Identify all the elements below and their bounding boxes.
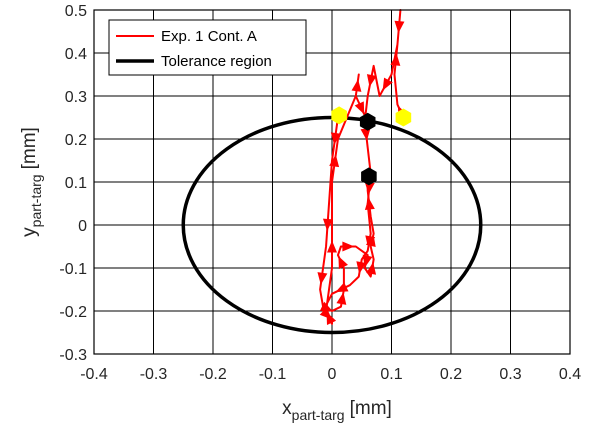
trajectory-arrow bbox=[330, 132, 341, 145]
x-tick-label: 0.2 bbox=[440, 366, 462, 383]
legend: Exp. 1 Cont. A Tolerance region bbox=[108, 19, 307, 76]
y-tick-label: -0.3 bbox=[59, 347, 87, 364]
y-tick-label: 0.3 bbox=[65, 89, 87, 106]
ticks: -0.4 -0.3 -0.2 -0.1 0 0.1 0.2 0.3 0.4 -0.3 -0.2 -0.… bbox=[59, 3, 581, 383]
y-axis-title: ypart-targ [mm] bbox=[19, 127, 44, 237]
trajectory-arrow bbox=[356, 261, 367, 274]
trajectory-arrow bbox=[364, 181, 375, 195]
trajectory-path-1 bbox=[319, 117, 375, 312]
y-tick-label: -0.1 bbox=[59, 261, 87, 278]
trajectory-arrow bbox=[317, 272, 328, 285]
trajectory-arrow bbox=[338, 256, 348, 270]
legend-box bbox=[108, 19, 307, 76]
x-tick-label: -0.1 bbox=[259, 366, 287, 383]
x-tick-label: -0.3 bbox=[140, 366, 168, 383]
legend-label-trajectory: Exp. 1 Cont. A bbox=[161, 28, 257, 45]
x-axis-unit: [mm] bbox=[350, 398, 392, 419]
y-axis-unit: [mm] bbox=[19, 127, 40, 169]
y-tick-label: 0.4 bbox=[65, 46, 87, 63]
x-axis-title: xpart-targ [mm] bbox=[282, 398, 392, 423]
trajectory-arrow bbox=[366, 262, 377, 275]
trajectory-arrow bbox=[364, 197, 375, 211]
x-axis-symbol: x bbox=[282, 398, 292, 419]
x-tick-label: 0.1 bbox=[380, 366, 402, 383]
series-layer bbox=[181, 9, 483, 335]
trajectory-arrow bbox=[394, 20, 405, 34]
trajectory-arrow bbox=[326, 312, 337, 325]
x-tick-label: 0.3 bbox=[499, 366, 521, 383]
plot-frame bbox=[93, 9, 571, 355]
trajectory-arrow bbox=[354, 101, 365, 115]
x-tick-label: -0.4 bbox=[80, 366, 108, 383]
y-tick-label: 0.1 bbox=[65, 175, 87, 192]
trajectory-arrow bbox=[342, 241, 355, 252]
y-tick-label: -0.2 bbox=[59, 304, 87, 321]
start-marker bbox=[331, 106, 347, 125]
y-axis-symbol: y bbox=[19, 227, 40, 237]
y-tick-label: 0.5 bbox=[65, 3, 87, 20]
end-marker bbox=[359, 112, 376, 131]
trajectory-arrow bbox=[365, 235, 376, 249]
x-tick-label: 0.4 bbox=[559, 366, 581, 383]
trajectory-arrow bbox=[327, 240, 337, 253]
trajectory-arrow bbox=[336, 292, 347, 305]
trajectory-arrow bbox=[351, 79, 362, 92]
trajectory-arrow bbox=[366, 74, 377, 87]
trajectory-arrow bbox=[335, 282, 349, 293]
trajectory-arrow bbox=[360, 128, 371, 141]
y-tick-label: 0.2 bbox=[65, 132, 87, 149]
start-marker bbox=[395, 108, 412, 127]
trajectory-arrow bbox=[390, 53, 401, 66]
markers bbox=[331, 106, 412, 186]
trajectory-arrow bbox=[382, 77, 393, 91]
x-axis-subscript: part-targ bbox=[292, 407, 345, 423]
y-axis-subscript: part-targ bbox=[28, 174, 44, 227]
x-tick-label: -0.2 bbox=[199, 366, 227, 383]
trajectory-path-2 bbox=[322, 9, 405, 325]
trajectory-arrow bbox=[322, 218, 333, 231]
end-marker bbox=[361, 167, 377, 186]
trajectory-arrow bbox=[329, 154, 340, 168]
legend-label-tolerance: Tolerance region bbox=[161, 53, 272, 70]
x-tick-label: 0 bbox=[328, 366, 337, 383]
y-tick-label: 0 bbox=[78, 218, 87, 235]
